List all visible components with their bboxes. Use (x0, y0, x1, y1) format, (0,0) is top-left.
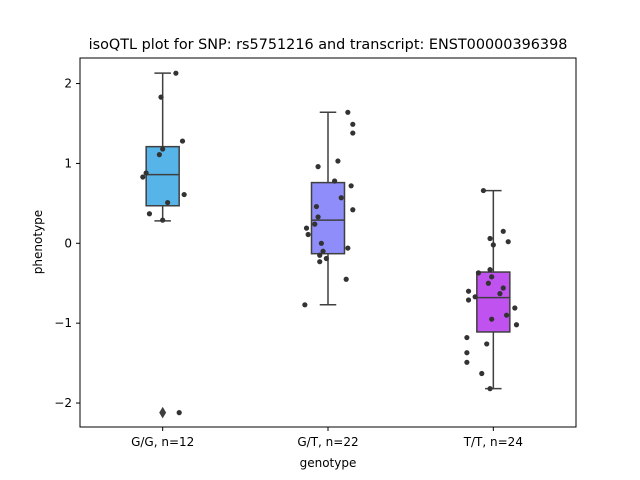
data-point (464, 350, 470, 356)
data-point (465, 297, 472, 303)
outlier-marker (159, 406, 167, 419)
data-point (487, 235, 493, 242)
data-point (140, 174, 146, 180)
x-axis-label: genotype (300, 456, 357, 470)
data-point (313, 203, 320, 210)
data-point (465, 288, 472, 294)
data-point (176, 410, 182, 416)
data-point (485, 280, 491, 286)
data-point (503, 312, 510, 318)
data-point (305, 231, 311, 238)
data-point (490, 242, 496, 248)
data-point (317, 259, 323, 265)
data-point (318, 240, 324, 246)
x-tick-label: G/T, n=22 (297, 435, 358, 449)
data-point (165, 199, 171, 206)
chart-title: isoQTL plot for SNP: rs5751216 and trans… (89, 37, 568, 53)
data-point (312, 221, 318, 227)
data-point (464, 334, 470, 341)
data-point (513, 322, 520, 328)
data-point (181, 191, 187, 198)
data-point (323, 255, 329, 262)
data-point (320, 248, 326, 254)
y-tick-label: 2 (64, 77, 72, 91)
data-point (489, 274, 495, 280)
data-point (173, 70, 179, 76)
data-point (317, 252, 323, 258)
iqr-box (476, 271, 511, 333)
data-point (315, 214, 321, 220)
data-point (332, 178, 338, 184)
y-tick-label: −1 (54, 316, 72, 330)
data-point (479, 370, 485, 377)
data-point (484, 341, 490, 347)
data-point (345, 109, 351, 115)
data-point (343, 276, 349, 282)
data-point (160, 146, 166, 152)
data-point (143, 170, 149, 176)
iqr-box (145, 145, 180, 207)
y-axis-label: phenotype (31, 210, 45, 274)
y-tick-label: 0 (64, 236, 72, 250)
data-point (335, 158, 341, 164)
data-point (345, 245, 351, 251)
data-point (489, 316, 495, 322)
data-point (487, 386, 493, 392)
data-point (500, 228, 506, 234)
data-point (500, 285, 506, 291)
data-point (348, 183, 354, 189)
data-point (512, 305, 518, 311)
data-point (315, 164, 321, 170)
data-point (146, 211, 153, 217)
data-point (156, 152, 162, 158)
data-point (472, 294, 478, 300)
data-point (303, 225, 310, 231)
data-point (179, 138, 186, 144)
data-point (350, 207, 356, 213)
data-point (350, 130, 356, 136)
iqr-box (310, 181, 346, 255)
data-point (158, 94, 164, 100)
y-tick-label: −2 (54, 396, 72, 410)
x-tick-label: G/G, n=12 (131, 435, 194, 449)
data-point (505, 239, 511, 245)
data-point (302, 302, 308, 308)
y-tick-label: 1 (64, 156, 72, 170)
data-point (160, 217, 166, 223)
data-point (464, 359, 470, 365)
data-point (350, 121, 356, 127)
data-point (338, 195, 344, 201)
data-point (475, 270, 482, 276)
data-point (487, 267, 493, 273)
data-point (497, 291, 503, 297)
data-point (480, 187, 487, 194)
x-tick-label: T/T, n=24 (463, 435, 523, 449)
